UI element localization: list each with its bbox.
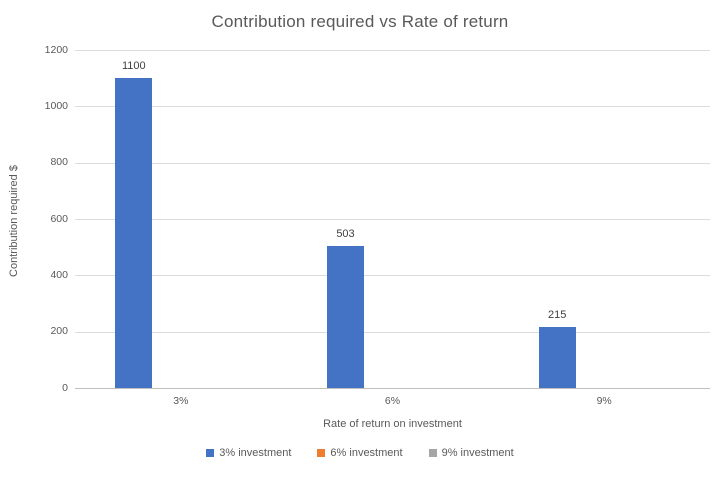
gridline — [75, 162, 710, 164]
x-tick-label: 6% — [384, 395, 401, 407]
legend-item: 3% investment — [206, 447, 291, 459]
legend-label: 3% investment — [219, 447, 292, 459]
chart-title: Contribution required vs Rate of return — [211, 12, 509, 31]
legend-item: 6% investment — [317, 447, 403, 459]
legend-label: 6% investment — [330, 447, 403, 459]
x-tick-label: 3% — [173, 395, 189, 407]
legend-marker-icon — [206, 449, 215, 457]
x-axis-title: Rate of return on investment — [323, 418, 462, 430]
gridline — [75, 275, 710, 277]
bar-value-label: 503 — [336, 228, 355, 241]
gridline — [75, 219, 710, 220]
gridline — [75, 106, 710, 108]
gridline — [75, 50, 710, 51]
y-tick-label: 0 — [62, 381, 68, 394]
bar — [538, 327, 576, 388]
y-tick-label: 400 — [50, 268, 68, 281]
y-tick-label: 800 — [50, 156, 68, 169]
y-tick-label: 1000 — [44, 99, 68, 112]
x-tick-label: 9% — [596, 395, 612, 407]
bar — [327, 246, 364, 388]
bar-value-label: 1100 — [122, 60, 146, 73]
gridline — [75, 331, 710, 333]
bar-value-label: 215 — [547, 309, 567, 322]
y-tick-label: 200 — [50, 325, 68, 338]
legend-label: 9% investment — [441, 447, 514, 459]
y-tick-label: 600 — [50, 212, 68, 225]
x-axis-line — [75, 388, 710, 389]
legend-marker-icon — [317, 449, 326, 457]
y-tick-label: 1200 — [44, 43, 68, 56]
legend-item: 9% investment — [428, 447, 514, 459]
chart-legend: 3% investment 6% investment 9% investment — [0, 447, 720, 459]
bar — [115, 78, 153, 388]
legend-marker-icon — [428, 449, 437, 457]
